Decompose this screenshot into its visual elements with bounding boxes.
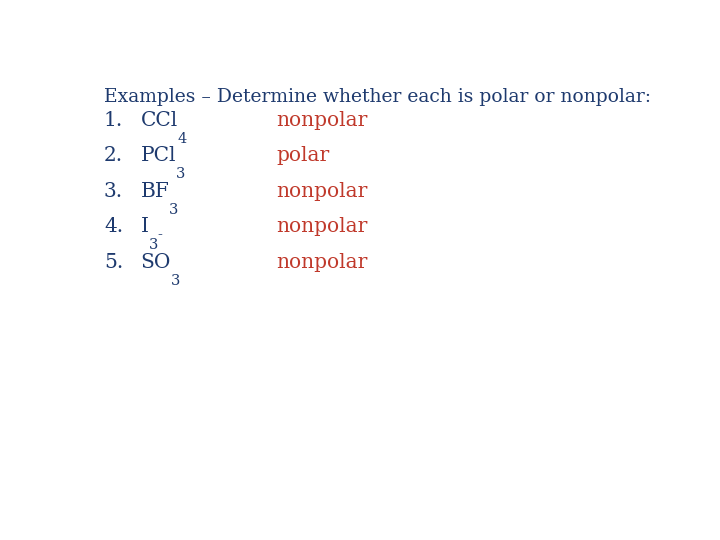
Text: BF: BF xyxy=(140,182,169,201)
Text: 3: 3 xyxy=(148,238,158,252)
Text: 2.: 2. xyxy=(104,146,123,165)
Text: 4.: 4. xyxy=(104,217,123,237)
Text: Examples – Determine whether each is polar or nonpolar:: Examples – Determine whether each is pol… xyxy=(104,88,651,106)
Text: 3: 3 xyxy=(171,274,180,288)
Text: PCl: PCl xyxy=(140,146,176,165)
Text: -: - xyxy=(158,228,163,242)
Text: 3.: 3. xyxy=(104,182,123,201)
Text: 4: 4 xyxy=(178,132,187,146)
Text: 3: 3 xyxy=(176,167,185,181)
Text: 5.: 5. xyxy=(104,253,123,272)
Text: nonpolar: nonpolar xyxy=(276,111,367,130)
Text: polar: polar xyxy=(276,146,329,165)
Text: 1.: 1. xyxy=(104,111,123,130)
Text: SO: SO xyxy=(140,253,171,272)
Text: I: I xyxy=(140,217,148,237)
Text: CCl: CCl xyxy=(140,111,178,130)
Text: nonpolar: nonpolar xyxy=(276,217,367,237)
Text: nonpolar: nonpolar xyxy=(276,182,367,201)
Text: nonpolar: nonpolar xyxy=(276,253,367,272)
Text: 3: 3 xyxy=(169,203,179,217)
